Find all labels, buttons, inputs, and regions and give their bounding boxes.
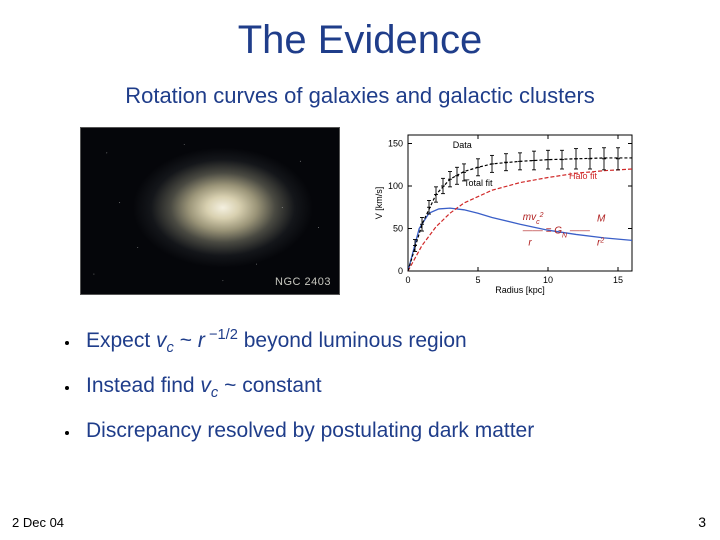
svg-text:M: M <box>597 214 606 225</box>
svg-text:50: 50 <box>393 224 403 234</box>
chart-svg: 051015050100150Radius [kpc]V [km/s]DataT… <box>370 127 640 297</box>
svg-text:5: 5 <box>475 275 480 285</box>
figure-row: NGC 2403 051015050100150Radius [kpc]V [k… <box>0 127 720 297</box>
slide-title: The Evidence <box>0 0 720 63</box>
bullet-list: Expect vc ~ r −1/2 beyond luminous regio… <box>80 327 720 443</box>
bullet-item: Discrepancy resolved by postulating dark… <box>80 419 720 443</box>
slide: The Evidence Rotation curves of galaxies… <box>0 0 720 540</box>
svg-text:V [km/s]: V [km/s] <box>374 187 384 220</box>
svg-text:150: 150 <box>388 139 403 149</box>
svg-text:Data: Data <box>453 140 472 150</box>
footer-page: 3 <box>698 514 706 530</box>
bullet-item: Instead find vc ~ constant <box>80 374 720 401</box>
svg-text:15: 15 <box>613 275 623 285</box>
galaxy-label: NGC 2403 <box>275 276 331 288</box>
rotation-curve-chart: 051015050100150Radius [kpc]V [km/s]DataT… <box>370 127 640 297</box>
svg-text:Radius [kpc]: Radius [kpc] <box>495 285 545 295</box>
svg-text:Total fit: Total fit <box>464 178 493 188</box>
slide-subtitle: Rotation curves of galaxies and galactic… <box>0 83 720 109</box>
galaxy-image: NGC 2403 <box>80 127 340 295</box>
svg-text:10: 10 <box>543 275 553 285</box>
svg-text:0: 0 <box>405 275 410 285</box>
svg-text:100: 100 <box>388 181 403 191</box>
bullet-item: Expect vc ~ r −1/2 beyond luminous regio… <box>80 327 720 356</box>
footer-date: 2 Dec 04 <box>12 515 64 530</box>
svg-text:Halo fit: Halo fit <box>569 171 598 181</box>
svg-text:0: 0 <box>398 266 403 276</box>
